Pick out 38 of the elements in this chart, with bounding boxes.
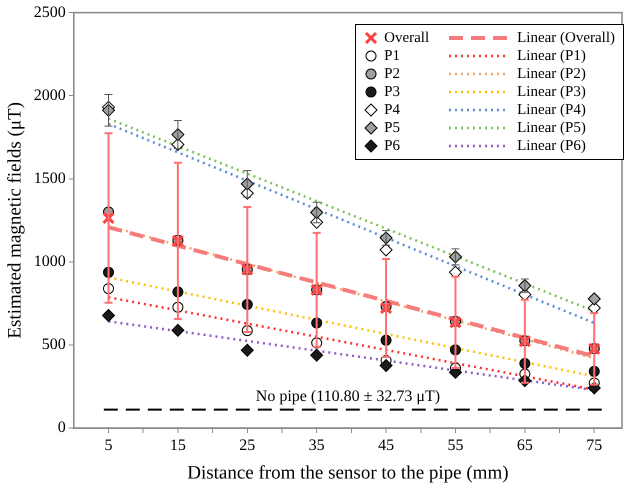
legend-label: Linear (P2) [517,66,586,82]
legend-label: Linear (P6) [517,138,586,154]
legend-label: P4 [384,102,400,118]
legend-label: P5 [384,120,400,136]
point [380,359,393,372]
y-tick-label: 500 [42,336,66,354]
legend-label: Linear (P3) [517,84,586,100]
legend-label: Linear (P1) [517,48,586,64]
legend-label: P2 [384,66,400,82]
legend-label: P3 [384,84,400,100]
y-tick-label: 2000 [34,86,66,104]
x-tick-label: 5 [104,436,112,454]
x-tick-label: 65 [516,436,533,454]
y-axis-title: Estimated magnetic fields (μT) [4,102,26,339]
x-tick-label: 75 [586,436,602,454]
y-tick-label: 1000 [34,253,66,270]
legend-label: Linear (P4) [517,102,586,118]
x-tick-label: 55 [447,436,464,454]
point [240,344,254,357]
y-tick-label: 2500 [34,4,66,21]
x-tick-label: 45 [378,436,394,454]
x-tick-label: 25 [239,436,256,454]
ref-line-label: No pipe (110.80 ± 32.73 μT) [256,388,440,405]
point [171,324,184,337]
legend-label: Linear (P5) [517,120,586,136]
legend-label: P1 [384,48,400,64]
legend-label: Overall [384,30,430,46]
point [102,309,115,322]
x-tick-label: 15 [170,436,186,454]
y-tick-label: 1500 [34,170,66,187]
legend-label: P6 [384,138,400,154]
y-tick-label: 0 [58,419,66,436]
point [380,243,393,256]
point [310,348,324,362]
legend-label: Linear (Overall) [517,30,615,46]
x-axis-title: Distance from the sensor to the pipe (mm) [187,462,509,484]
point [588,292,601,306]
x-tick-label: 35 [308,436,325,454]
